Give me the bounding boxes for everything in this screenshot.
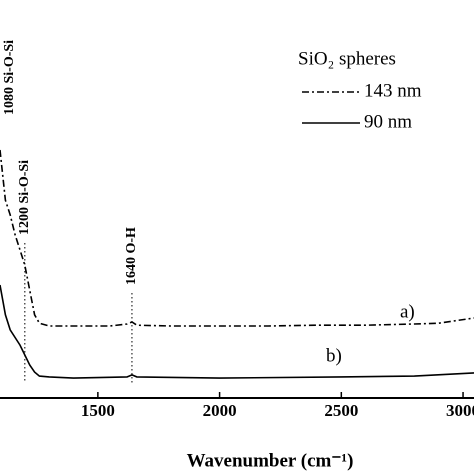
annotation-label: 1640 O-H (124, 227, 139, 285)
series-label: b) (326, 345, 342, 366)
series-line (0, 149, 474, 327)
series-line (0, 284, 474, 379)
annotation-label: 1080 Si-O-Si (2, 40, 17, 115)
x-tick-label: 2000 (203, 401, 237, 420)
x-tick-label: 3000 (446, 401, 474, 420)
x-tick-label: 2500 (324, 401, 358, 420)
x-axis-label: Wavenumber (cm⁻¹) (187, 450, 354, 471)
legend-label: 143 nm (364, 80, 422, 101)
annotation-label: 1200 Si-O-Si (17, 160, 32, 235)
series-label: a) (400, 301, 415, 322)
legend-label: 90 nm (364, 111, 412, 132)
legend-title: SiO₂ spheres (298, 48, 396, 69)
x-tick-label: 1500 (81, 401, 115, 420)
